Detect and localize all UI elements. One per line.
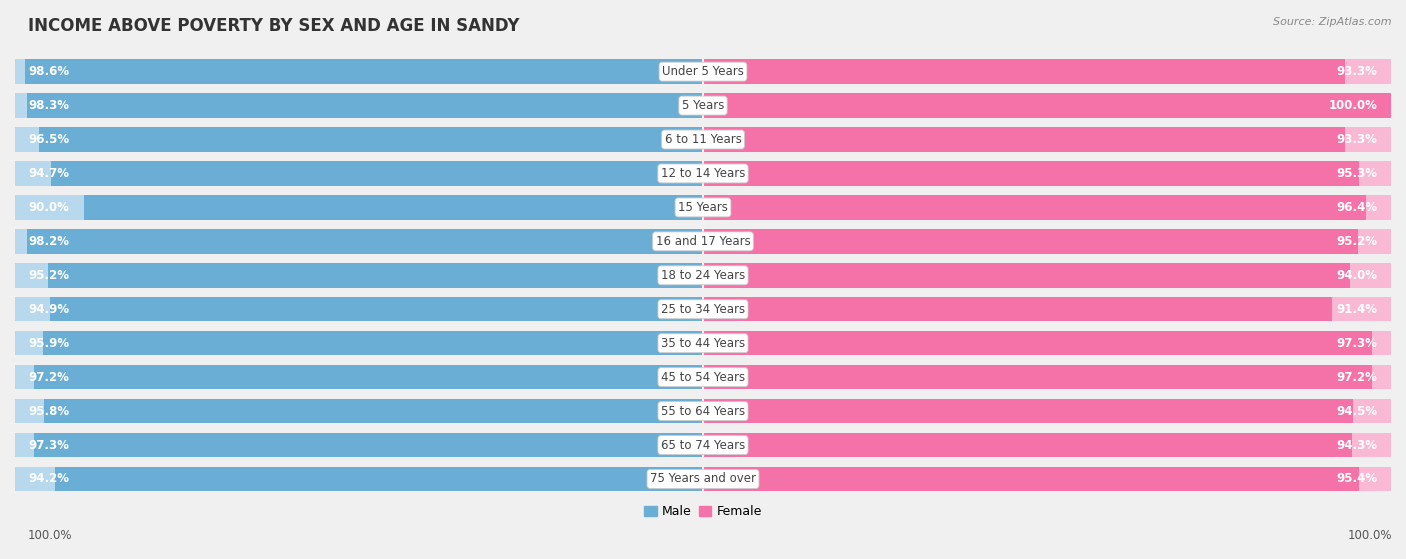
Bar: [39, 127, 703, 151]
Bar: [703, 195, 1367, 220]
Bar: [15, 399, 703, 423]
Text: Under 5 Years: Under 5 Years: [662, 65, 744, 78]
Text: 93.3%: 93.3%: [1336, 133, 1378, 146]
Bar: [15, 467, 703, 491]
Bar: [15, 365, 703, 390]
Bar: [703, 59, 1346, 84]
Bar: [15, 297, 703, 321]
Text: 12 to 14 Years: 12 to 14 Years: [661, 167, 745, 180]
Text: 15 Years: 15 Years: [678, 201, 728, 214]
Bar: [703, 297, 1391, 321]
Bar: [15, 127, 703, 151]
Bar: [703, 161, 1358, 186]
Bar: [15, 433, 703, 457]
Text: 96.5%: 96.5%: [28, 133, 70, 146]
Text: 96.4%: 96.4%: [1336, 201, 1378, 214]
Bar: [703, 229, 1358, 254]
Text: 35 to 44 Years: 35 to 44 Years: [661, 337, 745, 350]
Text: 94.3%: 94.3%: [1336, 438, 1378, 452]
Text: 95.2%: 95.2%: [28, 269, 70, 282]
Text: 94.5%: 94.5%: [1336, 405, 1378, 418]
Bar: [703, 467, 1391, 491]
Bar: [703, 433, 1351, 457]
Bar: [703, 93, 1391, 118]
Bar: [703, 399, 1353, 423]
Bar: [15, 93, 703, 118]
Text: 94.0%: 94.0%: [1336, 269, 1378, 282]
Bar: [703, 433, 1391, 457]
Text: 55 to 64 Years: 55 to 64 Years: [661, 405, 745, 418]
Text: 97.3%: 97.3%: [1336, 337, 1378, 350]
Bar: [51, 297, 703, 321]
Bar: [44, 399, 703, 423]
Bar: [703, 263, 1391, 287]
Bar: [15, 229, 703, 254]
Text: 95.2%: 95.2%: [1336, 235, 1378, 248]
Text: 93.3%: 93.3%: [1336, 65, 1378, 78]
Text: 5 Years: 5 Years: [682, 99, 724, 112]
Text: 94.7%: 94.7%: [28, 167, 70, 180]
Bar: [27, 229, 703, 254]
Bar: [27, 93, 703, 118]
Text: 98.6%: 98.6%: [28, 65, 70, 78]
Text: 95.4%: 95.4%: [1336, 472, 1378, 485]
Bar: [15, 195, 703, 220]
Text: 16 and 17 Years: 16 and 17 Years: [655, 235, 751, 248]
Legend: Male, Female: Male, Female: [640, 500, 766, 523]
Bar: [703, 263, 1350, 287]
Bar: [703, 161, 1391, 186]
Text: 45 to 54 Years: 45 to 54 Years: [661, 371, 745, 383]
Bar: [703, 127, 1391, 151]
Bar: [703, 195, 1391, 220]
Text: 91.4%: 91.4%: [1336, 303, 1378, 316]
Bar: [703, 229, 1391, 254]
Text: 6 to 11 Years: 6 to 11 Years: [665, 133, 741, 146]
Text: 18 to 24 Years: 18 to 24 Years: [661, 269, 745, 282]
Bar: [84, 195, 703, 220]
Text: 100.0%: 100.0%: [1329, 99, 1378, 112]
Bar: [15, 161, 703, 186]
Bar: [15, 331, 703, 356]
Bar: [703, 331, 1372, 356]
Text: 95.9%: 95.9%: [28, 337, 70, 350]
Text: 98.3%: 98.3%: [28, 99, 70, 112]
Text: 90.0%: 90.0%: [28, 201, 70, 214]
Text: Source: ZipAtlas.com: Source: ZipAtlas.com: [1274, 17, 1392, 27]
Bar: [703, 399, 1391, 423]
Bar: [703, 331, 1391, 356]
Text: 95.8%: 95.8%: [28, 405, 70, 418]
Text: 98.2%: 98.2%: [28, 235, 70, 248]
Bar: [703, 59, 1391, 84]
Bar: [703, 365, 1372, 390]
Bar: [48, 263, 703, 287]
Text: 100.0%: 100.0%: [28, 529, 73, 542]
Bar: [15, 263, 703, 287]
Bar: [55, 467, 703, 491]
Bar: [15, 59, 703, 84]
Bar: [703, 467, 1360, 491]
Bar: [703, 93, 1391, 118]
Text: 95.3%: 95.3%: [1336, 167, 1378, 180]
Bar: [703, 297, 1331, 321]
Bar: [34, 365, 703, 390]
Text: 25 to 34 Years: 25 to 34 Years: [661, 303, 745, 316]
Text: 97.3%: 97.3%: [28, 438, 70, 452]
Bar: [44, 331, 703, 356]
Bar: [34, 433, 703, 457]
Text: INCOME ABOVE POVERTY BY SEX AND AGE IN SANDY: INCOME ABOVE POVERTY BY SEX AND AGE IN S…: [28, 17, 520, 35]
Text: 75 Years and over: 75 Years and over: [650, 472, 756, 485]
Text: 100.0%: 100.0%: [1347, 529, 1392, 542]
Bar: [25, 59, 703, 84]
Text: 94.2%: 94.2%: [28, 472, 70, 485]
Bar: [52, 161, 703, 186]
Text: 97.2%: 97.2%: [1336, 371, 1378, 383]
Text: 94.9%: 94.9%: [28, 303, 70, 316]
Text: 65 to 74 Years: 65 to 74 Years: [661, 438, 745, 452]
Text: 97.2%: 97.2%: [28, 371, 70, 383]
Bar: [703, 365, 1391, 390]
Bar: [703, 127, 1346, 151]
